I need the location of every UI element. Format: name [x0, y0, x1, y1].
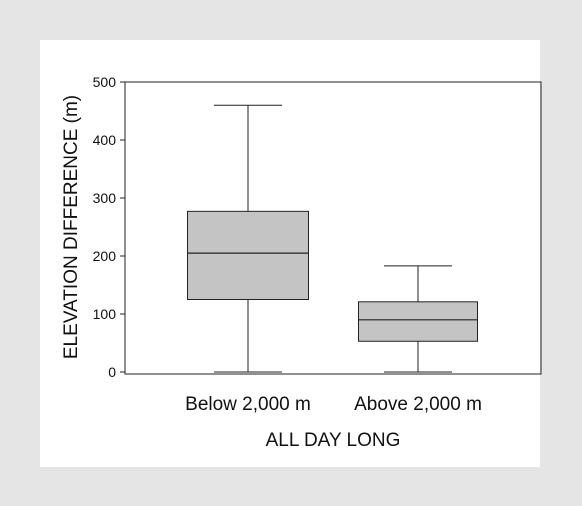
- y-tick-label: 100: [93, 306, 117, 322]
- boxes-group: [187, 104, 478, 373]
- plot-area: [124, 81, 542, 375]
- box-iqr: [358, 301, 478, 342]
- x-axis-title: ALL DAY LONG: [266, 430, 401, 451]
- y-tick-label: 200: [93, 248, 117, 264]
- y-tick-label: 500: [93, 74, 117, 90]
- x-category-label: Below 2,000 m: [185, 394, 311, 415]
- x-category-label: Above 2,000 m: [354, 394, 482, 415]
- y-tick-label: 300: [93, 190, 117, 206]
- y-axis-title: ELEVATION DIFFERENCE (m): [61, 95, 82, 359]
- y-tick-label: 0: [108, 364, 116, 380]
- box-iqr: [187, 210, 309, 300]
- y-axis: 0 100 200 300 400 500: [93, 74, 125, 380]
- y-tick-label: 400: [93, 132, 117, 148]
- x-axis-labels: Below 2,000 m Above 2,000 m: [185, 394, 482, 415]
